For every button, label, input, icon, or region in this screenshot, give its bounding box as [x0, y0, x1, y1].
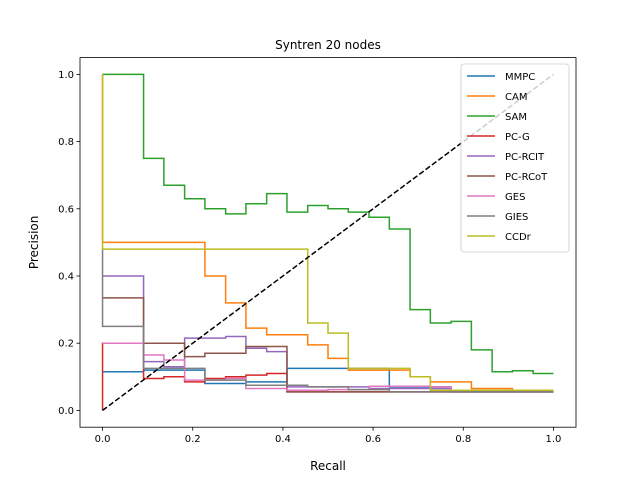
legend-label-pc-rcot: PC-RCoT — [505, 172, 548, 183]
x-tick-label: 0.6 — [365, 434, 381, 445]
series-line-cam — [101, 74, 554, 392]
legend-label-ccdr: CCDr — [505, 232, 532, 243]
series-layer — [101, 73, 554, 411]
chart-title: Syntren 20 nodes — [275, 38, 381, 52]
legend-label-cam: CAM — [505, 92, 527, 103]
y-tick-label: 1.0 — [58, 70, 74, 81]
legend-label-pc-g: PC-G — [505, 132, 530, 143]
x-tick-label: 0.0 — [95, 434, 111, 445]
x-tick-label: 0.4 — [275, 434, 291, 445]
legend-box — [460, 63, 570, 253]
y-tick-label: 0.8 — [58, 137, 74, 148]
y-tick-label: 0.4 — [58, 272, 74, 283]
x-axis-title: Recall — [310, 459, 346, 473]
tick-layer: 0.0 0.2 0.4 0.6 0.8 1.0 0.0 0.2 0.4 0.6 0.8 1.0 — [58, 70, 561, 445]
legend-label-gies: GIES — [505, 212, 528, 223]
y-axis-title: Precision — [27, 216, 41, 270]
legend-label-pc-rcit: PC-RCIT — [505, 152, 545, 163]
x-tick-label: 0.8 — [455, 434, 471, 445]
legend-label-sam: SAM — [505, 112, 527, 123]
y-tick-label: 0.0 — [58, 406, 74, 417]
y-tick-label: 0.6 — [58, 204, 74, 215]
y-tick-label: 0.2 — [58, 339, 74, 350]
plot-frame — [79, 57, 577, 428]
series-line-ccdr — [101, 74, 554, 391]
series-line-gies — [101, 249, 554, 393]
series-line-sam — [102, 73, 554, 375]
legend-label-mmpc: MMPC — [505, 72, 535, 83]
x-tick-label: 1.0 — [546, 434, 562, 445]
legend: MMPC CAM SAM PC-G PC-RCIT PC-RCoT GES GIES CCDr — [460, 63, 570, 253]
legend-label-ges: GES — [505, 192, 525, 203]
x-tick-label: 0.2 — [185, 434, 201, 445]
